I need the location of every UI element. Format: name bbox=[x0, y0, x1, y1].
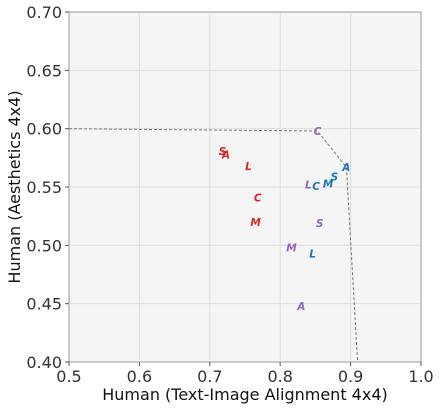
data-point-label: A bbox=[341, 162, 350, 174]
x-axis-ticks: 0.5 0.6 0.7 0.8 0.9 1.0 bbox=[56, 362, 434, 386]
x-tick-label: 0.6 bbox=[127, 367, 152, 386]
grid-lines bbox=[69, 12, 421, 362]
x-tick-label: 0.5 bbox=[56, 367, 81, 386]
y-tick-label: 0.60 bbox=[26, 120, 62, 139]
data-point-label: L bbox=[245, 161, 252, 173]
y-tick-label: 0.45 bbox=[26, 295, 62, 314]
y-tick-label: 0.70 bbox=[26, 3, 62, 22]
y-tick-label: 0.40 bbox=[26, 353, 62, 372]
data-point-label: M bbox=[286, 243, 297, 255]
y-tick-label: 0.65 bbox=[26, 61, 62, 80]
frontier-line bbox=[68, 128, 359, 363]
x-axis-label: Human (Text-Image Alignment 4x4) bbox=[102, 385, 388, 404]
data-point-label: A bbox=[221, 149, 230, 161]
data-point-label: C bbox=[314, 126, 322, 138]
pareto-frontier bbox=[68, 128, 359, 363]
x-tick-label: 0.7 bbox=[197, 367, 222, 386]
x-tick-label: 1.0 bbox=[408, 367, 433, 386]
data-point-label: M bbox=[323, 179, 334, 191]
y-tick-label: 0.55 bbox=[26, 178, 62, 197]
data-point-label: A bbox=[296, 301, 305, 313]
data-point-label: L bbox=[309, 249, 316, 261]
y-axis-label: Human (Aesthetics 4x4) bbox=[5, 90, 24, 283]
data-point-label: S bbox=[219, 146, 227, 158]
data-point-label: L bbox=[305, 180, 312, 192]
data-point-label: C bbox=[254, 193, 262, 205]
data-point-label: M bbox=[250, 217, 261, 229]
y-axis-ticks: 0.40 0.45 0.50 0.55 0.60 0.65 0.70 bbox=[26, 3, 69, 372]
data-point-label: C bbox=[312, 181, 320, 193]
x-tick-label: 0.9 bbox=[338, 367, 363, 386]
data-point-label: S bbox=[316, 218, 324, 230]
y-tick-label: 0.50 bbox=[26, 236, 62, 255]
data-point-label: S bbox=[331, 172, 339, 184]
x-tick-label: 0.8 bbox=[267, 367, 292, 386]
